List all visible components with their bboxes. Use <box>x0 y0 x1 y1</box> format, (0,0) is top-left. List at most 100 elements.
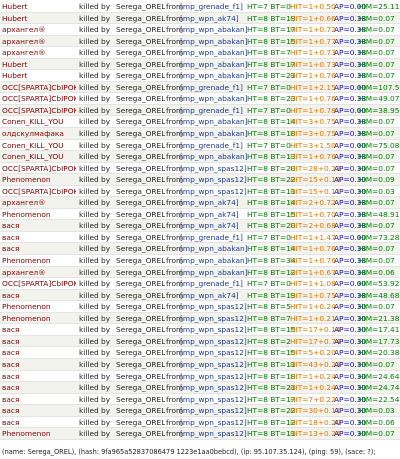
killer: Serega_OREL <box>116 256 166 266</box>
victim: архангел® <box>2 25 46 35</box>
victim: вася <box>2 244 20 254</box>
ap: AP=0.30 <box>334 406 367 416</box>
him: HIM=0.07 <box>358 429 395 439</box>
action: killed by <box>79 2 111 11</box>
hit: HIT=1+0.66 <box>290 13 336 23</box>
action: killed by <box>79 198 111 208</box>
ht-bt: HT=8 BT=14 <box>247 244 296 254</box>
killer: Serega_OREL <box>116 140 166 150</box>
ht-bt: HT=8 BT=22 <box>247 406 296 416</box>
weapon: [mp_wpn_ak74] <box>180 221 239 231</box>
from-label: from <box>166 175 184 185</box>
from-label: from <box>166 348 184 358</box>
action: killed by <box>79 117 111 127</box>
weapon: [mp_wpn_abakan] <box>180 59 248 69</box>
from-label: from <box>166 198 184 208</box>
ht-bt: HT=8 BT=23 <box>247 94 296 104</box>
from-label: from <box>166 394 184 404</box>
him: HIM=0.07 <box>358 117 395 127</box>
from-label: from <box>166 117 184 127</box>
weapon: [mp_wpn_abakan] <box>180 267 248 277</box>
killer: Serega_OREL <box>116 359 166 369</box>
ht-bt: HT=8 BT=12 <box>247 417 296 427</box>
ap: AP=0.38 <box>334 71 367 81</box>
ap: AP=0.30 <box>334 186 367 196</box>
hit: HIT=1+0.78 <box>290 105 336 115</box>
hit: HIT=28+0.23 <box>290 163 341 173</box>
weapon: [mp_grenade_f1] <box>180 140 243 150</box>
action: killed by <box>79 163 111 173</box>
log-row: олдскулмафака killed by Serega_OREL from [mp… <box>0 128 400 140</box>
victim: OCC[SPARTA]CbIPOK <box>2 279 76 289</box>
ht-bt: HT=8 BT=17 <box>247 59 296 69</box>
victim: Hubert <box>2 71 28 81</box>
weapon: [mp_wpn_abakan] <box>180 71 248 81</box>
hit: HIT=1+0.73 <box>290 59 336 69</box>
weapon: [mp_wpn_spas12] <box>180 383 247 393</box>
him: HIM=17.73 <box>358 336 400 346</box>
hit: HIT=2+0.72 <box>290 198 336 208</box>
hit: HIT=18+0.20 <box>290 417 341 427</box>
from-label: from <box>166 406 184 416</box>
weapon: [mp_wpn_spas12] <box>180 394 247 404</box>
him: HIM=0.03 <box>358 406 395 416</box>
hit: HIT=30+0.11 <box>290 406 341 416</box>
from-label: from <box>166 13 184 23</box>
ht-bt: HT=8 BT=7 <box>247 48 291 58</box>
ap: AP=0.00 <box>334 2 367 11</box>
him: HIM=0.07 <box>358 256 395 266</box>
from-label: from <box>166 152 184 162</box>
victim: Conen_KILL_YOU <box>2 117 64 127</box>
log-row: Phenomenon killed by Serega_OREL from [mp_wp… <box>0 209 400 221</box>
victim: Hubert <box>2 13 28 23</box>
ap: AP=0.38 <box>334 129 367 139</box>
him: HIM=0.07 <box>358 25 395 35</box>
ap: AP=0.38 <box>334 198 367 208</box>
him: HIM=0.07 <box>358 13 395 23</box>
from-label: from <box>166 429 184 439</box>
ap: AP=0.00 <box>334 140 367 150</box>
him: HIM=107.51 <box>358 82 400 92</box>
victim: Hubert <box>2 59 28 69</box>
victim: OCC[SPARTA]CbIPOK <box>2 163 76 173</box>
hit: HIT=15+0.11 <box>290 186 341 196</box>
from-label: from <box>166 163 184 173</box>
ap: AP=0.38 <box>334 267 367 277</box>
him: HIM=0.07 <box>358 359 395 369</box>
him: HIM=0.03 <box>358 186 395 196</box>
ht-bt: HT=8 BT=18 <box>247 371 296 381</box>
weapon: [mp_wpn_spas12] <box>180 163 247 173</box>
killer: Serega_OREL <box>116 336 166 346</box>
killer: Serega_OREL <box>116 36 166 46</box>
from-label: from <box>166 256 184 266</box>
him: HIM=53.92 <box>358 279 400 289</box>
log-row: вася killed by Serega_OREL from [mp_wpn_spas… <box>0 335 400 348</box>
him: HIM=0.07 <box>358 71 395 81</box>
ap: AP=0.30 <box>334 348 367 358</box>
log-row: Conen_KILL_YOU killed by Serega_OREL from [m… <box>0 116 400 129</box>
killer: Serega_OREL <box>116 279 166 289</box>
him: HIM=0.09 <box>358 175 395 185</box>
him: HIM=21.38 <box>358 313 400 323</box>
weapon: [mp_wpn_abakan] <box>180 36 248 46</box>
action: killed by <box>79 221 111 231</box>
log-row: OCC[SPARTA]CbIPOK killed by Serega_OREL fro… <box>0 93 400 105</box>
ht-bt: HT=8 BT=17 <box>247 25 296 35</box>
killer: Serega_OREL <box>116 406 166 416</box>
ap: AP=0.30 <box>334 394 367 404</box>
ap: AP=0.30 <box>334 417 367 427</box>
log-row: вася killed by Serega_OREL from [mp_wpn_spas… <box>0 405 400 417</box>
him: HIM=0.07 <box>358 302 395 312</box>
hit: HIT=5+0.20 <box>290 348 336 358</box>
him: HIM=0.07 <box>358 152 395 162</box>
weapon: [mp_wpn_abakan] <box>180 256 248 266</box>
victim: Phenomenon <box>2 429 51 439</box>
weapon: [mp_wpn_ak74] <box>180 13 239 23</box>
ht-bt: HT=8 BT=13 <box>247 152 296 162</box>
him: HIM=0.07 <box>358 244 395 254</box>
action: killed by <box>79 359 111 369</box>
log-row: вася killed by Serega_OREL from [mp_wpn_ak74… <box>0 289 400 302</box>
ht-bt: HT=8 BT=5 <box>247 302 291 312</box>
him: HIM=75.08 <box>358 140 400 150</box>
hit: HIT=1+0.70 <box>290 209 336 219</box>
